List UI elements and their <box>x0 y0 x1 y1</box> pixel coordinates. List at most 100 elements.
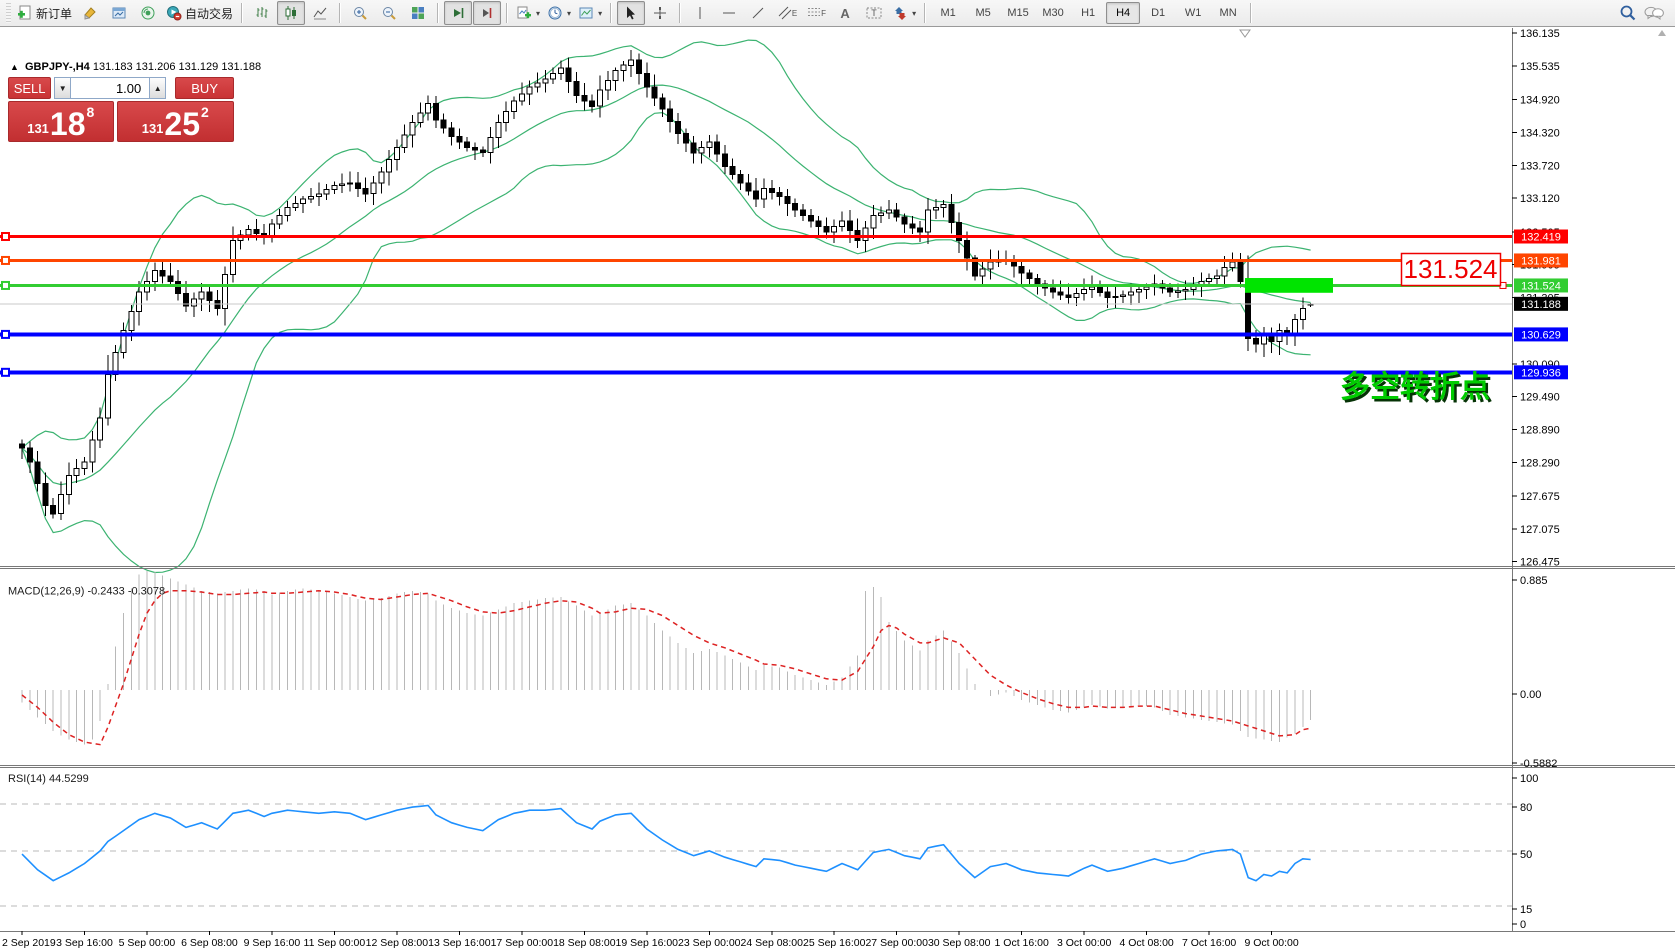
svg-text:126.475: 126.475 <box>1520 557 1560 569</box>
svg-text:135.535: 135.535 <box>1520 61 1560 73</box>
timeframe-d1[interactable]: D1 <box>1151 7 1166 19</box>
svg-text:RSI(14) 44.5299: RSI(14) 44.5299 <box>8 773 89 785</box>
candlestick-chart-icon <box>285 6 297 20</box>
autotrading-label: 自动交易 <box>185 6 234 21</box>
trendline-icon <box>752 7 764 19</box>
chat-icon[interactable] <box>1643 4 1665 22</box>
svg-text:-0.5882: -0.5882 <box>1520 758 1557 770</box>
timeframe-m1[interactable]: M1 <box>940 7 956 19</box>
zoom-in-button[interactable] <box>346 1 374 25</box>
svg-text:T: T <box>871 8 877 18</box>
chart-canvas[interactable]: 136.135 135.535 134.920 134.320 133.720 133.1… <box>0 28 1675 949</box>
dropdown-arrow-icon: ▾ <box>536 8 541 18</box>
market-watch-button[interactable] <box>105 1 133 25</box>
signal-icon <box>141 6 155 20</box>
collapse-arrow-icon[interactable]: ▲ <box>10 62 19 72</box>
channel-tool[interactable]: E <box>773 1 801 25</box>
buy-price-prefix: 131 <box>141 121 164 136</box>
svg-text:12 Sep 08:00: 12 Sep 08:00 <box>366 937 429 949</box>
symbol-period-label: GBPJPY-,H4 <box>24 61 90 73</box>
signals-button[interactable] <box>134 1 162 25</box>
highlight-rectangle[interactable] <box>1245 278 1333 293</box>
periods-dropdown[interactable]: ▾ <box>544 1 574 25</box>
svg-text:27 Sep 00:00: 27 Sep 00:00 <box>865 937 928 949</box>
svg-text:3 Oct 00:00: 3 Oct 00:00 <box>1057 937 1111 949</box>
line-chart-button[interactable] <box>306 1 334 25</box>
timeframe-m15[interactable]: M15 <box>1007 7 1029 19</box>
price-callout[interactable]: 131.524 <box>1400 252 1507 289</box>
svg-text:134.920: 134.920 <box>1520 95 1560 107</box>
svg-text:100: 100 <box>1520 773 1538 785</box>
text-tool[interactable]: A <box>831 1 859 25</box>
svg-text:30 Sep 08:00: 30 Sep 08:00 <box>928 937 991 949</box>
volume-field[interactable]: 1.00 <box>71 77 150 99</box>
timeframe-m30[interactable]: M30 <box>1042 7 1064 19</box>
template-icon <box>579 7 593 19</box>
highlighter-button[interactable] <box>76 1 104 25</box>
dropdown-arrow-icon: ▾ <box>598 8 603 18</box>
timeframe-h1[interactable]: H1 <box>1081 7 1096 19</box>
volume-increase-button[interactable]: ▲ <box>149 77 167 99</box>
svg-text:多空转折点: 多空转折点 <box>1340 371 1490 404</box>
chart-shift-button[interactable] <box>473 1 502 25</box>
autotrading-icon <box>167 6 182 21</box>
autotrading-button[interactable]: 自动交易 <box>163 1 236 25</box>
auto-scroll-button[interactable] <box>444 1 473 25</box>
templates-dropdown[interactable]: ▾ <box>575 1 605 25</box>
separator <box>679 3 682 23</box>
sell-price-box[interactable]: 131 18 8 <box>8 101 114 142</box>
crosshair-tool-button[interactable] <box>646 1 674 25</box>
sell-button[interactable]: SELL <box>8 77 52 99</box>
timeframe-mn[interactable]: MN <box>1219 7 1237 19</box>
search-icon[interactable] <box>1619 4 1637 22</box>
horizontal-line-icon <box>723 12 736 14</box>
fibo-letter: F <box>821 8 827 18</box>
vertical-line-tool[interactable] <box>686 1 714 25</box>
arrows-dropdown[interactable]: ▾ <box>889 1 919 25</box>
cursor-tool-button[interactable] <box>617 1 646 25</box>
new-chart-dropdown[interactable]: ▾ <box>513 1 543 25</box>
buy-price-big: 25 <box>164 106 201 142</box>
vertical-line-icon <box>699 7 701 19</box>
bollinger-bands <box>21 39 1311 574</box>
buy-price-box[interactable]: 131 25 2 <box>116 101 234 142</box>
sell-price-prefix: 131 <box>27 121 49 136</box>
svg-text:136.135: 136.135 <box>1520 28 1560 40</box>
svg-text:131.188: 131.188 <box>1521 299 1561 311</box>
svg-text:131.981: 131.981 <box>1521 255 1561 267</box>
zoom-out-icon <box>383 7 396 20</box>
dropdown-arrow-icon: ▾ <box>567 8 572 18</box>
line-chart-icon <box>313 7 327 20</box>
svg-text:132.419: 132.419 <box>1521 232 1561 244</box>
svg-text:18 Sep 08:00: 18 Sep 08:00 <box>553 937 616 949</box>
fibonacci-tool[interactable]: F <box>802 1 830 25</box>
chart-window[interactable]: 136.135 135.535 134.920 134.320 133.720 133.1… <box>0 28 1675 949</box>
separator <box>610 3 613 23</box>
svg-text:7 Oct 16:00: 7 Oct 16:00 <box>1182 937 1236 949</box>
text-label-tool[interactable]: T <box>860 1 888 25</box>
tile-windows-button[interactable] <box>404 1 432 25</box>
text-tool-letter: A <box>840 5 850 21</box>
timeframe-w1[interactable]: W1 <box>1184 7 1202 19</box>
new-order-button[interactable]: 新订单 <box>14 1 75 25</box>
trendline-tool[interactable] <box>744 1 772 25</box>
zoom-out-button[interactable] <box>375 1 403 25</box>
volume-decrease-button[interactable]: ▼ <box>54 77 72 99</box>
svg-text:131.524: 131.524 <box>1404 254 1498 284</box>
volume-stepper: ▼ 1.00 ▲ <box>54 77 167 99</box>
svg-text:128.890: 128.890 <box>1520 425 1560 437</box>
time-axis: 2 Sep 2019 3 Sep 16:00 5 Sep 00:00 6 Sep 08… <box>2 931 1299 949</box>
toolbar-right-group <box>1619 4 1675 22</box>
horizontal-line-tool[interactable] <box>715 1 743 25</box>
timeframe-h4[interactable]: H4 <box>1106 2 1141 24</box>
buy-price-sup: 2 <box>201 104 209 120</box>
candlestick-chart-button[interactable] <box>277 1 306 25</box>
svg-text:0: 0 <box>1520 919 1526 931</box>
timeframe-m5[interactable]: M5 <box>975 7 991 19</box>
svg-text:0.00: 0.00 <box>1520 689 1541 701</box>
bar-chart-button[interactable] <box>248 1 276 25</box>
svg-text:133.720: 133.720 <box>1520 160 1560 172</box>
buy-button[interactable]: BUY <box>175 77 234 99</box>
svg-text:5 Sep 00:00: 5 Sep 00:00 <box>119 937 176 949</box>
